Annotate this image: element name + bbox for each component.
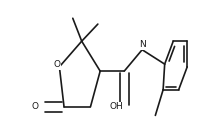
Text: O: O: [32, 102, 39, 111]
Text: O: O: [54, 60, 61, 69]
Text: N: N: [139, 40, 145, 49]
Text: OH: OH: [110, 102, 123, 111]
